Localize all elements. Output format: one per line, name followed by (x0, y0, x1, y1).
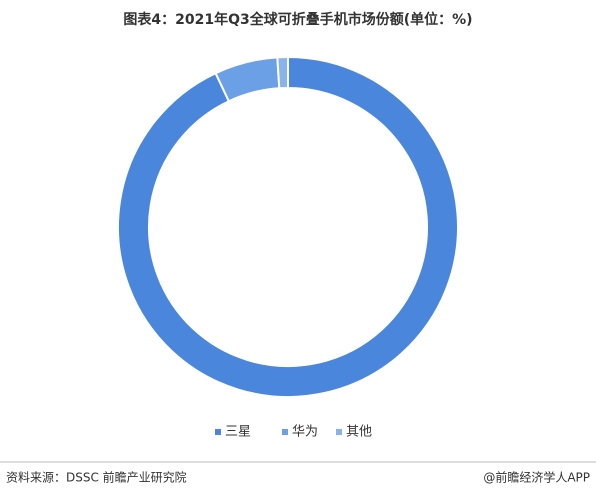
chart-title: 图表4：2021年Q3全球可折叠手机市场份额(单位：%) (123, 11, 472, 28)
source: 资料来源：DSSC 前瞻产业研究院 (6, 470, 187, 485)
legend-label: 华为 (292, 425, 318, 440)
legend-marker (282, 429, 288, 435)
donut-slice (276, 55, 289, 90)
legend-label: 其他 (346, 425, 372, 440)
donut-slice (117, 55, 459, 398)
legend-marker (336, 429, 342, 435)
donut-slice (214, 56, 281, 103)
legend-marker (215, 429, 221, 435)
legend-label: 三星 (225, 425, 251, 440)
credit: @前瞻经济学人APP (483, 470, 590, 485)
